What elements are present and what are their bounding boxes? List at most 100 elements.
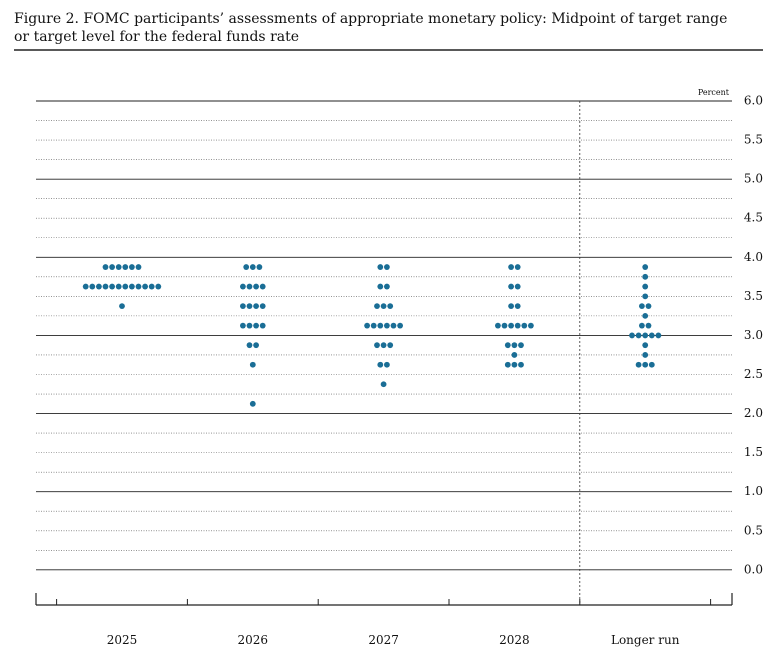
dot [511, 361, 518, 368]
dot [642, 332, 649, 339]
dot [518, 342, 524, 349]
dot [639, 303, 645, 310]
dot [135, 264, 142, 270]
dot [249, 264, 256, 270]
dot [253, 283, 259, 290]
y-tick-label: 3.0 [744, 328, 763, 342]
dot [397, 322, 403, 329]
dot [96, 283, 102, 290]
dot [645, 303, 652, 310]
dot [249, 400, 256, 407]
dot [246, 322, 253, 329]
dot [256, 264, 263, 270]
dot [655, 332, 662, 339]
dot [253, 322, 259, 329]
dot [246, 283, 253, 290]
y-tick-label: 4.5 [744, 211, 763, 225]
dot [648, 361, 655, 368]
x-tick-label: 2026 [238, 633, 269, 647]
dot [380, 303, 387, 310]
dot [129, 264, 135, 270]
dot [518, 361, 524, 368]
dot [642, 264, 649, 270]
dot [148, 283, 155, 290]
dot [645, 322, 652, 329]
dot [129, 283, 135, 290]
dot [504, 342, 511, 349]
x-tick-label: 2027 [368, 633, 399, 647]
dot [259, 322, 266, 329]
dot [514, 283, 521, 290]
dot [377, 264, 384, 270]
dot [240, 303, 246, 310]
y-tick-label: 4.0 [744, 250, 763, 264]
y-tick-label: 2.0 [744, 406, 763, 420]
dot [508, 303, 514, 310]
dot [142, 283, 149, 290]
y-tick-label: 3.5 [744, 289, 763, 303]
dot [629, 332, 635, 339]
dot [109, 283, 115, 290]
dot [243, 264, 250, 270]
dot [89, 283, 96, 290]
dot [246, 303, 253, 310]
x-tick-label: 2025 [107, 633, 138, 647]
dot [135, 283, 142, 290]
dot [259, 283, 266, 290]
dot [253, 303, 259, 310]
dot [249, 361, 256, 368]
x-tick-label: 2028 [499, 633, 530, 647]
dot [508, 264, 514, 270]
dot [82, 283, 89, 290]
dot [387, 342, 394, 349]
dot [380, 342, 387, 349]
dot [377, 361, 384, 368]
y-tick-label: 5.5 [744, 133, 763, 147]
dot [155, 283, 162, 290]
dot [374, 342, 380, 349]
dot [122, 283, 129, 290]
y-tick-label: 0.5 [744, 523, 763, 537]
dot [122, 264, 129, 270]
y-tick-label: 2.5 [744, 367, 763, 381]
dot [374, 303, 380, 310]
dot [109, 264, 115, 270]
dot [521, 322, 528, 329]
dot [508, 283, 514, 290]
dot [387, 303, 394, 310]
dot [102, 264, 109, 270]
dot [511, 352, 518, 358]
dot [514, 303, 521, 310]
dot [528, 322, 534, 329]
dot [648, 332, 655, 339]
y-tick-label: 1.0 [744, 484, 763, 498]
dot [115, 283, 122, 290]
dot [511, 342, 518, 349]
dot [253, 342, 259, 349]
dot [501, 322, 508, 329]
y-tick-label: 5.0 [744, 172, 763, 186]
dot [102, 283, 109, 290]
dot [508, 322, 514, 329]
chart-title: Figure 2. FOMC participants’ assessments… [14, 11, 727, 27]
x-tick-label: Longer run [611, 633, 680, 647]
dot [642, 273, 649, 280]
dot [119, 303, 125, 310]
dot [514, 322, 521, 329]
dot [370, 322, 377, 329]
dot [642, 283, 649, 290]
dot [377, 322, 384, 329]
dot [384, 361, 390, 368]
y-tick-label: 1.5 [744, 445, 763, 459]
y-tick-label: 0.0 [744, 562, 763, 576]
dot [240, 283, 246, 290]
dot [495, 322, 501, 329]
dot [240, 322, 246, 329]
dot [390, 322, 397, 329]
dot [384, 264, 390, 270]
dot [259, 303, 266, 310]
dot [642, 293, 649, 300]
dot [377, 283, 384, 290]
dot [246, 342, 253, 349]
